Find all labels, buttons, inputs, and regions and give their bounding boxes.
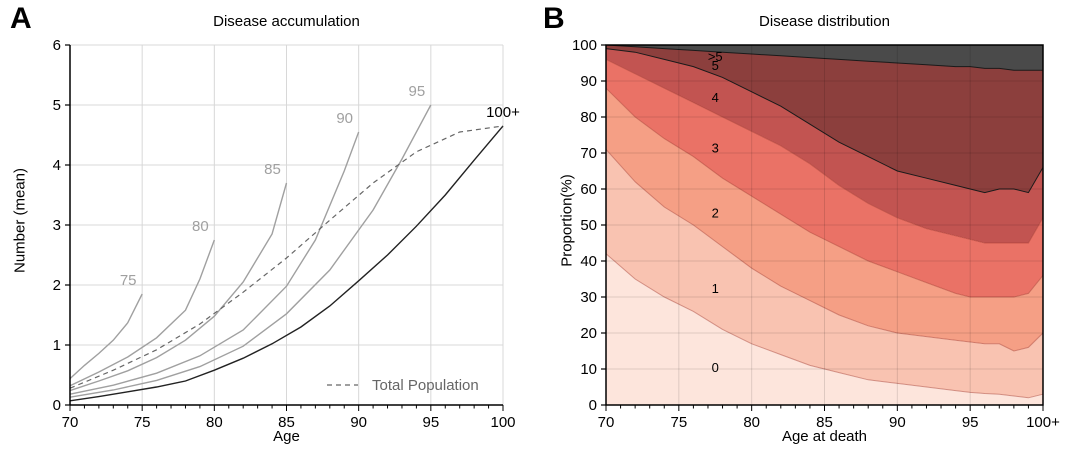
y-tick-label: 4 xyxy=(53,157,61,174)
panel-a-title: Disease accumulation xyxy=(213,13,360,30)
y-tick-label: 80 xyxy=(580,109,597,126)
panel-b-title: Disease distribution xyxy=(759,13,890,30)
y-tick-label: 20 xyxy=(580,325,597,342)
band-label: 4 xyxy=(712,90,719,105)
band-label: 3 xyxy=(712,141,719,156)
area-band xyxy=(606,88,1043,351)
y-tick-label: 30 xyxy=(580,289,597,306)
y-tick-label: 90 xyxy=(580,73,597,90)
series-label: 90 xyxy=(336,110,353,127)
y-tick-label: 100 xyxy=(572,37,597,54)
x-tick-label: 70 xyxy=(598,414,615,431)
x-tick-label: 95 xyxy=(422,414,439,431)
y-tick-label: 5 xyxy=(53,97,61,114)
x-tick-label: 80 xyxy=(743,414,760,431)
y-tick-label: 0 xyxy=(589,397,597,414)
series-line xyxy=(69,125,504,402)
area-band xyxy=(606,45,1043,193)
band-label: 1 xyxy=(712,281,719,296)
x-tick-label: 100 xyxy=(490,414,515,431)
y-tick-label: 60 xyxy=(580,181,597,198)
series-line xyxy=(69,104,432,398)
band-label: 0 xyxy=(712,360,719,375)
series-label: 95 xyxy=(408,83,425,100)
x-tick-label: 75 xyxy=(134,414,151,431)
band-label: 2 xyxy=(712,205,719,220)
y-tick-label: 6 xyxy=(53,37,61,54)
band-label: >5 xyxy=(708,49,723,64)
series-label: 85 xyxy=(264,161,281,178)
x-tick-label: 90 xyxy=(350,414,367,431)
area-band xyxy=(606,48,1043,243)
legend-label: Total Population xyxy=(372,377,479,394)
y-tick-label: 70 xyxy=(580,145,597,162)
area-band xyxy=(606,253,1043,405)
band-boundary xyxy=(605,87,1044,298)
x-tick-label: 75 xyxy=(670,414,687,431)
series-line xyxy=(69,239,215,387)
y-tick-label: 1 xyxy=(53,337,61,354)
panel-a-x-label: Age xyxy=(273,428,300,445)
series-line xyxy=(69,125,504,389)
band-boundary xyxy=(605,44,1043,71)
series-line xyxy=(69,293,143,380)
series-label: 100+ xyxy=(486,104,520,121)
band-boundary xyxy=(605,149,1044,352)
band-label: 5 xyxy=(712,58,719,73)
series-label: 75 xyxy=(120,272,137,289)
x-tick-label: 90 xyxy=(889,414,906,431)
x-tick-label: 100+ xyxy=(1026,414,1060,431)
y-tick-label: 10 xyxy=(580,361,597,378)
y-tick-label: 0 xyxy=(53,397,61,414)
series-label: 80 xyxy=(192,218,209,235)
panel-a-letter: A xyxy=(10,2,32,35)
x-tick-label: 85 xyxy=(816,414,833,431)
y-tick-label: 2 xyxy=(53,277,61,294)
band-boundary xyxy=(605,48,1044,194)
x-tick-label: 85 xyxy=(278,414,295,431)
series-line xyxy=(69,182,288,392)
x-tick-label: 80 xyxy=(206,414,223,431)
band-boundary xyxy=(605,58,1044,244)
x-tick-label: 95 xyxy=(962,414,979,431)
series-line xyxy=(69,131,360,395)
x-tick-label: 70 xyxy=(62,414,79,431)
y-tick-label: 50 xyxy=(580,217,597,234)
area-band xyxy=(606,149,1043,398)
band-boundary xyxy=(605,253,1044,399)
panel-b-letter: B xyxy=(543,2,565,35)
y-tick-label: 3 xyxy=(53,217,61,234)
panel-b-x-label: Age at death xyxy=(781,428,868,445)
area-band xyxy=(606,59,1043,298)
y-tick-label: 40 xyxy=(580,253,597,270)
